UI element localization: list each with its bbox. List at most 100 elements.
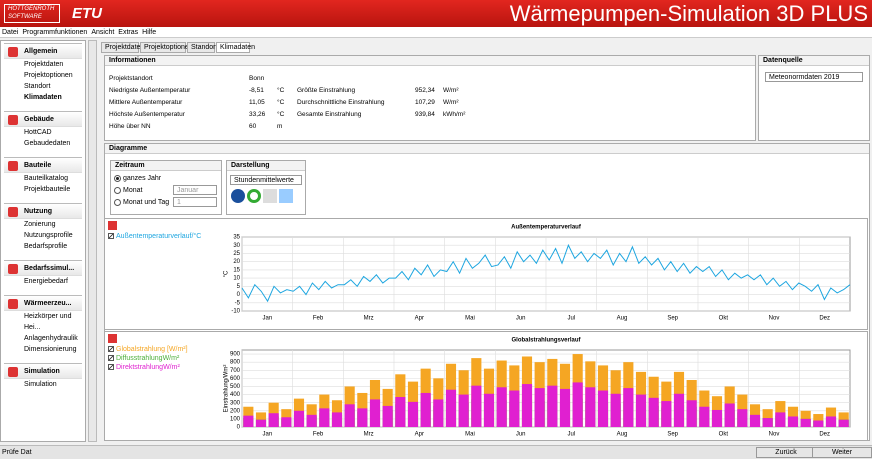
section-title[interactable]: Allgemein xyxy=(4,43,82,59)
radio-option[interactable]: ganzes Jahr xyxy=(114,173,218,185)
section-item[interactable]: Projektdaten xyxy=(24,61,64,68)
checkbox[interactable] xyxy=(108,233,114,240)
radio-option[interactable]: Monat und Tag 1 xyxy=(114,197,218,209)
bar xyxy=(711,409,723,427)
brand: HOTTGENROTH SOFTWARE xyxy=(4,4,60,23)
bar xyxy=(521,384,533,427)
section-item[interactable]: Heizkörper und Hei... xyxy=(24,313,72,331)
panel-title: Diagramme xyxy=(105,144,869,154)
section-item[interactable]: Gebaudedaten xyxy=(24,140,71,147)
section-item[interactable]: HottCAD xyxy=(24,129,52,136)
collapse-button[interactable] xyxy=(108,334,117,343)
section-item[interactable]: Bauteilkatalog xyxy=(24,175,68,182)
info-cell: 107,29 xyxy=(415,98,435,106)
resize-button[interactable] xyxy=(279,189,293,203)
section-title[interactable]: Simulation xyxy=(4,363,82,379)
x-tick-label: Mrz xyxy=(364,316,374,322)
info-cell: Niedrigste Außentemperatur xyxy=(109,86,191,94)
info-cell: 33,26 xyxy=(249,110,266,118)
chart-title: Außentemperaturverlauf xyxy=(511,225,582,231)
bar xyxy=(686,400,697,427)
section-item[interactable]: Anlagenhydraulik xyxy=(24,335,78,342)
info-cell: °C xyxy=(277,98,285,106)
legend-entry[interactable]: DiffusstrahlungW/m² xyxy=(108,354,220,363)
legend-label: DiffusstrahlungW/m² xyxy=(116,355,180,362)
source-panel: Datenquelle Meteonormdaten 2019 xyxy=(758,55,870,141)
month-select[interactable]: Januar xyxy=(173,185,217,195)
menu-item[interactable]: Hilfe xyxy=(142,29,157,36)
section-title[interactable]: Wärmeerzeu... xyxy=(4,295,82,311)
info-cell: 939,84 xyxy=(415,110,435,118)
section-item[interactable]: Bedarfsprofile xyxy=(24,243,68,250)
scrollbar[interactable] xyxy=(88,40,97,442)
section-item[interactable]: Standort xyxy=(24,83,51,90)
section-item[interactable]: Projektoptionen xyxy=(24,72,73,79)
zoom-button[interactable] xyxy=(263,189,277,203)
x-tick-label: Mai xyxy=(465,432,475,438)
section-item[interactable]: Simulation xyxy=(24,381,57,388)
radio-option[interactable]: Monat Januar xyxy=(114,185,218,197)
x-tick-label: Nov xyxy=(769,316,780,322)
menu-item[interactable]: Extras xyxy=(118,29,139,36)
menu-item[interactable]: Datei xyxy=(2,29,19,36)
bar xyxy=(255,419,267,427)
legend-entry[interactable]: Globalstrahlung [W/m²] xyxy=(108,345,220,354)
y-tick-label: 600 xyxy=(230,376,241,382)
x-tick-label: Okt xyxy=(719,432,729,438)
tab[interactable]: Standort xyxy=(187,42,217,53)
y-tick-label: -10 xyxy=(231,309,240,315)
x-tick-label: Apr xyxy=(415,432,424,438)
section-title[interactable]: Bauteile xyxy=(4,157,82,173)
bar xyxy=(610,393,621,427)
section-item[interactable]: Energiebedarf xyxy=(24,278,68,285)
back-button[interactable]: Zurück xyxy=(756,447,816,458)
bar xyxy=(775,412,786,427)
info-button[interactable] xyxy=(231,189,245,203)
section-title[interactable]: Bedarfssimul... xyxy=(4,260,82,276)
info-cell: Höhe über NN xyxy=(109,122,151,130)
period-options: ganzes Jahr Monat Januar Monat und Tag 1 xyxy=(111,171,221,211)
collapse-button[interactable] xyxy=(108,221,117,230)
y-tick-label: 300 xyxy=(230,400,241,406)
bar xyxy=(458,394,469,427)
checkbox[interactable] xyxy=(108,355,114,362)
checkbox[interactable] xyxy=(108,364,114,371)
display-select[interactable]: Stundenmittelwerte xyxy=(230,175,302,185)
bar xyxy=(547,385,558,427)
bar xyxy=(382,405,393,427)
refresh-button[interactable] xyxy=(247,189,261,203)
x-tick-label: Jan xyxy=(262,316,272,322)
checkbox[interactable] xyxy=(108,346,114,353)
section-title[interactable]: Gebäude xyxy=(4,111,82,127)
y-tick-label: 200 xyxy=(230,408,241,414)
bar xyxy=(749,414,761,427)
tab[interactable]: Projektoptionen xyxy=(140,42,193,53)
y-tick-label: 25 xyxy=(233,251,240,257)
y-tick-label: -5 xyxy=(235,300,241,306)
tab[interactable]: Klimadaten xyxy=(216,42,255,53)
bar xyxy=(445,389,457,427)
next-button[interactable]: Weiter xyxy=(812,447,872,458)
menu-bar: Datei Programmfunktionen Ansicht Extras Hilf… xyxy=(0,27,872,38)
menu-item[interactable]: Ansicht xyxy=(91,29,115,36)
section-item[interactable]: Projektbauteile xyxy=(24,186,71,193)
chart-title: Globalstrahlungsverlauf xyxy=(511,338,581,344)
legend-entry[interactable]: Außentemperaturverlauf/°C xyxy=(108,232,220,241)
y-tick-label: 700 xyxy=(230,368,241,374)
x-tick-label: Okt xyxy=(719,316,729,322)
menu-item[interactable]: Programmfunktionen xyxy=(22,29,88,36)
source-select[interactable]: Meteonormdaten 2019 xyxy=(765,72,863,82)
info-cell: Projektstandort xyxy=(109,74,153,82)
day-input[interactable]: 1 xyxy=(173,197,217,207)
tab[interactable]: Projektdaten xyxy=(101,42,144,53)
section-item[interactable]: Dimensionierung xyxy=(24,346,77,353)
info-row: Mittlere Außentemperatur 11,05 °C Durchschn… xyxy=(105,96,469,108)
section-title[interactable]: Nutzung xyxy=(4,203,82,219)
section-item[interactable]: Nutzungsprofile xyxy=(24,232,73,239)
info-panel: Informationen Projektstandort Bonn Niedrig… xyxy=(104,55,756,141)
x-tick-label: Jun xyxy=(516,432,526,438)
section-item[interactable]: Klimadaten xyxy=(24,94,62,101)
bar xyxy=(306,414,317,427)
section-item[interactable]: Zonierung xyxy=(24,221,56,228)
legend-entry[interactable]: DirektstrahlungW/m² xyxy=(108,363,220,372)
